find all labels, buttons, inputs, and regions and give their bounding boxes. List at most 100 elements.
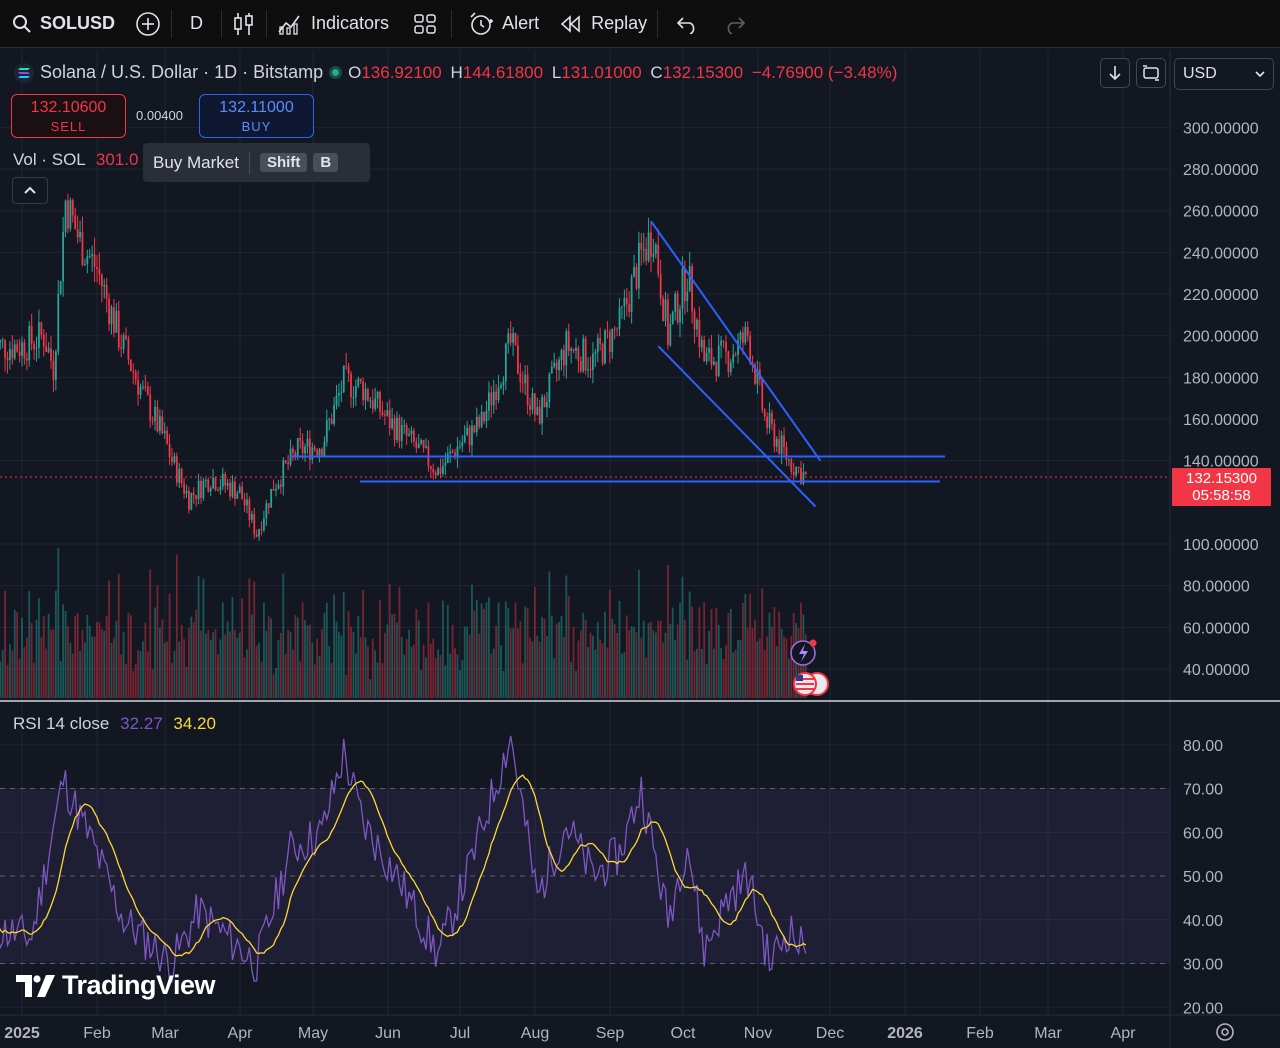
time-axis-label: 2025 [4, 1025, 40, 1042]
redo-button[interactable] [716, 0, 754, 48]
candle-body [142, 386, 144, 388]
candle-body [485, 410, 488, 422]
candle-body [688, 265, 691, 292]
candle-body [708, 348, 710, 353]
scroll-to-latest-button[interactable] [1100, 58, 1130, 88]
symbol-search-button[interactable]: SOLUSD [0, 0, 125, 48]
volume-bar [105, 615, 108, 698]
layouts-button[interactable] [399, 0, 451, 48]
chart-type-button[interactable] [222, 0, 266, 48]
volume-bar [422, 644, 425, 698]
volume-bar [514, 602, 517, 698]
undo-button[interactable] [658, 0, 716, 48]
volume-bar [628, 629, 631, 698]
volume-bar [299, 661, 302, 698]
compare-symbol-button[interactable] [125, 0, 171, 48]
alert-button[interactable]: Alert [452, 0, 549, 48]
rsi-legend-label: RSI 14 close [13, 714, 110, 733]
candle-body [548, 373, 551, 403]
candle-body [771, 412, 773, 424]
tradingview-logo[interactable]: TradingView [16, 970, 216, 1001]
symbol-title[interactable]: Solana / U.S. Dollar · 1D · Bitstamp [40, 62, 324, 82]
replay-button[interactable]: Replay [549, 0, 657, 48]
event-markers[interactable] [790, 639, 829, 696]
candle-body [657, 244, 660, 275]
time-axis-label: Dec [816, 1025, 844, 1042]
price-axis-label: 80.00000 [1183, 579, 1250, 596]
volume-bar [524, 606, 527, 698]
volume-bar [652, 630, 655, 698]
candle-body [529, 405, 531, 410]
candle-body [635, 266, 638, 289]
volume-bar [451, 624, 454, 698]
sell-label: SELL [50, 119, 87, 134]
indicators-chart-icon [278, 15, 300, 35]
volume-bar [154, 607, 156, 698]
candle-body [202, 481, 205, 499]
rsi-legend[interactable]: RSI 14 close 32.27 34.20 [13, 714, 216, 734]
candle-body [350, 373, 352, 398]
candle-body [693, 311, 696, 330]
candle-body [495, 391, 498, 401]
candle-body [698, 320, 701, 348]
buy-label: BUY [241, 119, 272, 134]
sell-price: 132.10600 [30, 99, 107, 116]
candle-body [683, 268, 686, 302]
candle-body [396, 417, 398, 440]
candle-body [601, 343, 604, 364]
candle-body [763, 409, 766, 417]
buy-button[interactable]: 132.11000 BUY [199, 94, 314, 138]
arrow-down-icon [1109, 66, 1121, 81]
sell-button[interactable]: 132.10600 SELL [11, 94, 126, 138]
search-icon [13, 14, 31, 33]
currency-select[interactable]: USD [1174, 58, 1274, 90]
volume-bar [705, 663, 708, 698]
candle-body [304, 446, 306, 454]
volume-bar [444, 665, 447, 698]
volume-bar [691, 606, 694, 698]
chart-settings-button[interactable] [1214, 1021, 1236, 1048]
price-axis-label: 180.00000 [1183, 370, 1259, 387]
volume-bar [93, 636, 96, 698]
candle-body [11, 349, 14, 359]
price-axis-label: 300.00000 [1183, 120, 1259, 137]
volume-bar [149, 569, 152, 698]
chart-canvas[interactable]: 2025 Feb Mar Apr May Jun Jul Aug Sep Oct Nov Dec 202… [0, 50, 1280, 1048]
candle-body [272, 488, 275, 491]
candle-body [616, 328, 619, 330]
candle-body [613, 328, 616, 330]
volume-bar [442, 600, 444, 698]
candle-body [129, 359, 132, 371]
volume-bar [67, 626, 69, 698]
candle-body [664, 299, 667, 322]
candle-body [727, 351, 730, 372]
candle-body [173, 456, 176, 462]
candle-body [526, 374, 529, 406]
volume-bar [362, 589, 365, 698]
candle-body [434, 472, 437, 476]
drawing-lines[interactable] [0, 220, 1170, 508]
volume-bar [773, 606, 776, 698]
candle-body [667, 299, 669, 346]
indicators-button[interactable]: Indicators [267, 0, 399, 48]
candle-body [296, 438, 299, 457]
volume-bar [30, 623, 33, 698]
volume-bar [541, 617, 544, 698]
collapse-legend-button[interactable] [12, 177, 48, 204]
candle-body [572, 348, 575, 351]
volume-bar [650, 621, 652, 698]
volume-bar [555, 623, 558, 698]
interval-button[interactable]: D [172, 0, 221, 48]
volume-bar [83, 642, 86, 698]
candle-body [650, 232, 652, 257]
volume-bar [381, 663, 384, 698]
volume-bar [354, 653, 357, 698]
volume-bars [0, 548, 807, 698]
volume-bar [739, 640, 742, 698]
candle-body [582, 338, 585, 372]
fullscreen-button[interactable] [1136, 58, 1166, 88]
price-axis-label: 60.00000 [1183, 620, 1250, 637]
candle-body [137, 379, 140, 395]
grid-layout-icon [414, 13, 436, 34]
candle-body [444, 462, 447, 466]
